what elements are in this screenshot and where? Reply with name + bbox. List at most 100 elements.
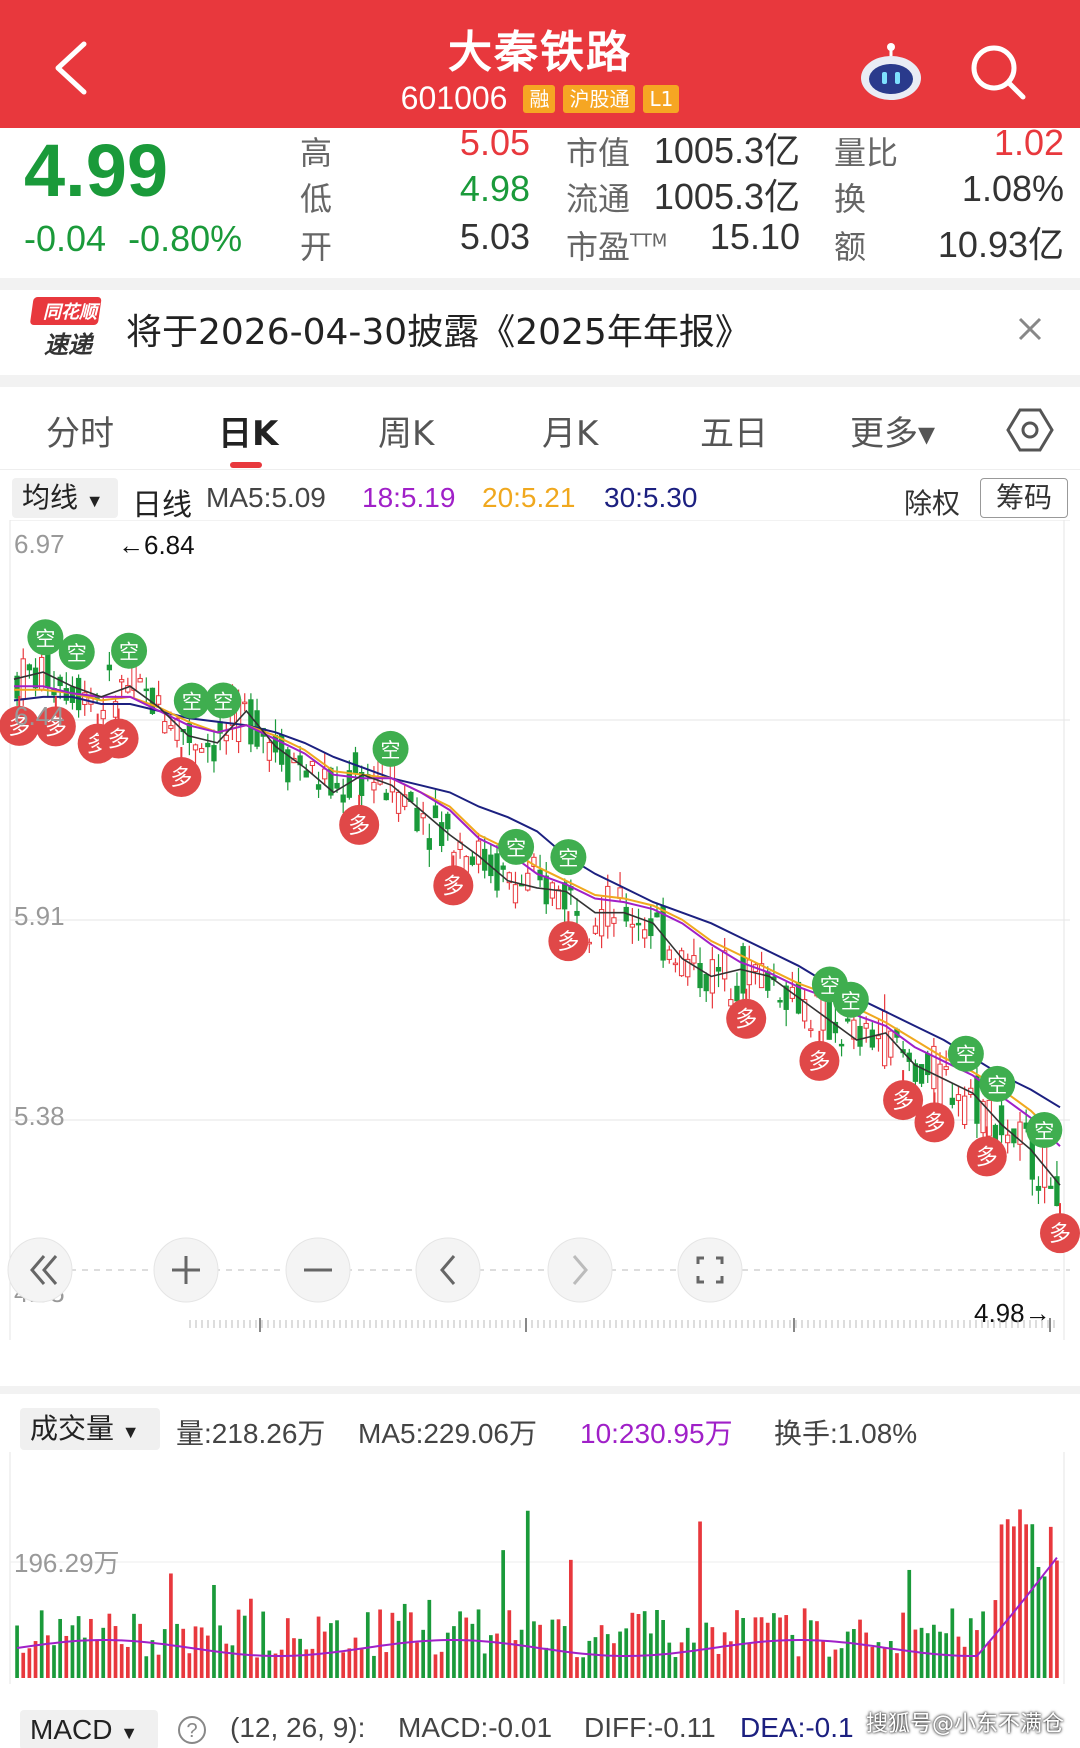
candle-body	[912, 1063, 919, 1082]
notice-bar[interactable]: 同花顺 速递 将于2026-04-30披露《2025年年报》	[0, 285, 1080, 375]
pan-left-button[interactable]	[415, 1237, 481, 1303]
candle-body	[211, 745, 217, 762]
volume-bar	[673, 1657, 678, 1678]
short-signal-label: 空	[182, 691, 202, 714]
candles	[14, 640, 1060, 1207]
candle-body	[863, 1022, 869, 1029]
back-arrow-icon[interactable]	[44, 38, 96, 98]
volume-bar	[89, 1618, 93, 1678]
short-signal-label: 空	[506, 837, 526, 860]
volume-bar	[568, 1559, 573, 1678]
pan-right-button[interactable]	[547, 1237, 613, 1303]
candle-body	[1005, 1134, 1011, 1144]
short-signal-label: 空	[35, 627, 55, 650]
candle-body	[592, 925, 599, 934]
volume-bar	[255, 1657, 259, 1678]
candle-body	[119, 679, 125, 683]
long-signal-label: 多	[892, 1088, 914, 1113]
candle-body	[285, 749, 291, 783]
long-signal-label: 多	[735, 1007, 757, 1032]
tab-five-day[interactable]: 五日	[700, 414, 768, 454]
short-signal-label: 空	[119, 641, 139, 664]
candle-body	[832, 1021, 839, 1034]
volume-bar	[932, 1624, 936, 1678]
active-tab-indicator	[230, 462, 262, 468]
volume-bar	[64, 1635, 69, 1678]
volume-bar	[882, 1647, 887, 1678]
long-signal-bubble	[914, 1102, 955, 1143]
volume-bar	[175, 1623, 179, 1678]
price-change: -0.04 -0.80%	[24, 218, 264, 260]
short-signal-bubble	[205, 682, 242, 719]
tab-monthly-k[interactable]: 月K	[542, 414, 599, 454]
long-signal-marker: 多	[35, 696, 76, 747]
candle-body	[955, 1094, 962, 1101]
candle-body	[881, 1011, 888, 1067]
candle-body	[961, 1095, 968, 1125]
tab-daily-k[interactable]: 日K	[218, 414, 279, 454]
y-tick-label: 6.97	[14, 529, 65, 559]
volume-bar	[901, 1612, 905, 1678]
tab-more[interactable]: 更多▾	[850, 414, 936, 454]
candle-body	[635, 922, 642, 926]
volume-bar	[630, 1612, 635, 1678]
long-signal-label: 多	[348, 813, 370, 838]
volume-bar	[212, 1584, 216, 1678]
volume-bar	[242, 1615, 247, 1678]
volume-bar	[759, 1617, 764, 1678]
chip-distribution-button[interactable]: 筹码	[980, 478, 1068, 518]
candle-body	[242, 701, 248, 705]
volume-bar	[458, 1611, 462, 1678]
short-signal-marker: 空	[979, 1065, 1016, 1102]
volume-selector[interactable]: 成交量 ▼	[20, 1408, 160, 1450]
tab-weekly-k[interactable]: 周K	[378, 414, 435, 454]
volume-bar	[1042, 1576, 1047, 1678]
volume-bar	[316, 1616, 321, 1678]
short-signal-bubble	[979, 1065, 1016, 1102]
volume-bar	[716, 1653, 721, 1678]
long-signal-marker: 多	[799, 1030, 840, 1081]
zoom-in-button[interactable]	[153, 1237, 219, 1303]
volume-bar	[150, 1640, 155, 1678]
volume-chart[interactable]: 196.29万	[0, 1452, 1080, 1684]
long-signal-marker: 多	[161, 747, 202, 798]
volume-bar	[285, 1618, 290, 1678]
close-icon[interactable]	[1010, 309, 1050, 349]
fullscreen-button[interactable]	[677, 1237, 743, 1303]
ma-selector[interactable]: 均线 ▼	[12, 478, 118, 518]
rewind-button[interactable]	[7, 1237, 73, 1303]
volume-bar	[728, 1641, 733, 1678]
volume-value: 量:218.26万	[176, 1418, 326, 1449]
volume-bar	[870, 1647, 875, 1678]
exright-toggle[interactable]: 除权	[904, 488, 961, 519]
float-label: 流通	[566, 180, 631, 218]
candle-body	[986, 1099, 992, 1137]
candle-body	[531, 856, 537, 867]
volume-bar	[519, 1629, 524, 1678]
volume-bar	[538, 1624, 542, 1678]
volume-bar	[1024, 1524, 1029, 1678]
x-tick-label: 09-04	[486, 1346, 553, 1350]
tab-intraday[interactable]: 分时	[46, 414, 114, 454]
volume-bar	[962, 1646, 967, 1678]
candle-body	[1017, 1121, 1023, 1145]
candle-body	[678, 950, 685, 977]
long-signal-label: 多	[442, 873, 464, 898]
volume-ma-line	[16, 1556, 1058, 1657]
divider	[0, 375, 1080, 387]
volume-bar	[624, 1628, 629, 1678]
zoom-out-button[interactable]	[285, 1237, 351, 1303]
volume-bar	[685, 1627, 690, 1678]
volume-bar	[808, 1620, 813, 1678]
settings-hexagon-icon[interactable]	[1006, 406, 1054, 454]
macd-selector[interactable]: MACD ▼	[20, 1710, 158, 1748]
search-icon[interactable]	[968, 42, 1028, 102]
candle-body	[801, 999, 808, 1022]
pe-ttm-sup: TTM	[630, 230, 668, 252]
robot-assistant-icon[interactable]	[858, 42, 924, 102]
volume-bar	[525, 1510, 530, 1678]
volume-bar	[722, 1632, 727, 1678]
volume-bar	[341, 1652, 346, 1678]
help-icon[interactable]: ?	[176, 1714, 208, 1746]
